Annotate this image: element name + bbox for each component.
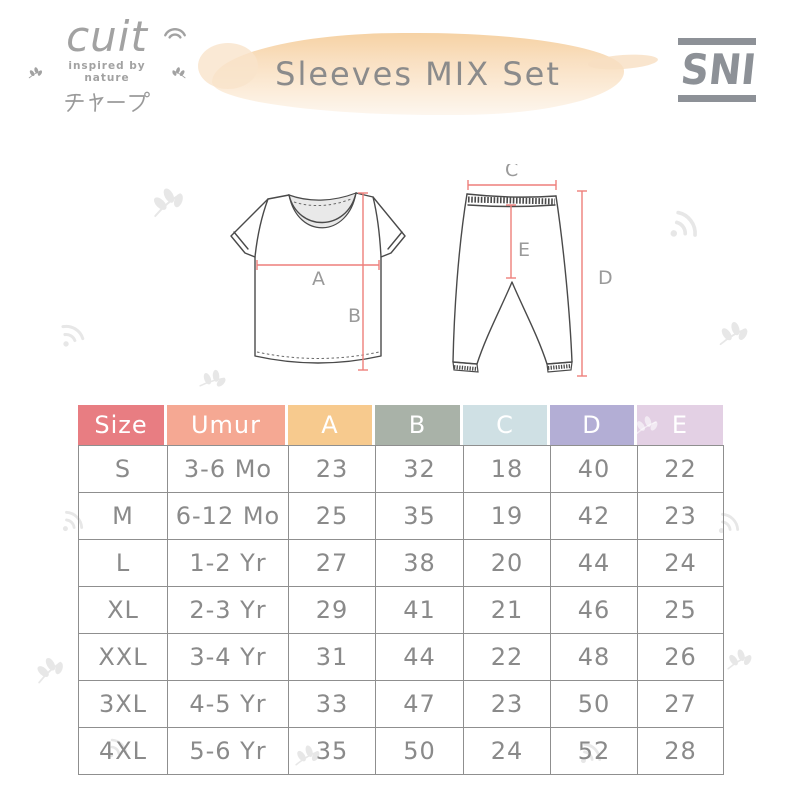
leaf-watermark-icon [197, 363, 229, 395]
table-cell-d: 42 [550, 492, 638, 540]
leaf-icon [172, 65, 186, 80]
leaf-watermark-icon [31, 651, 67, 687]
table-cell-size: XL [78, 586, 168, 634]
table-cell-d: 44 [550, 539, 638, 587]
table-row-l: L 1-2 Yr 27 38 20 44 24 [78, 539, 724, 587]
table-cell-c: 21 [463, 586, 551, 634]
column-header-d: D [550, 405, 637, 445]
table-cell-e: 25 [637, 586, 724, 634]
column-header-e: E [637, 405, 723, 445]
table-cell-b: 47 [375, 680, 464, 728]
table-cell-umur: 1-2 Yr [167, 539, 289, 587]
table-cell-c: 18 [463, 445, 551, 493]
column-header-umur: Umur [167, 405, 288, 445]
table-cell-b: 41 [375, 586, 464, 634]
table-cell-c: 22 [463, 633, 551, 681]
sni-logo: SNI [678, 38, 759, 102]
table-cell-c: 23 [463, 680, 551, 728]
table-cell-a: 29 [288, 586, 376, 634]
leaf-watermark-icon [726, 646, 752, 672]
sni-bottom-bar [678, 95, 756, 102]
shirt-diagram: A B [230, 192, 406, 371]
watercolor-brush-stroke [198, 33, 624, 115]
table-row-xl: XL 2-3 Yr 29 41 21 46 25 [78, 586, 724, 634]
table-cell-a: 25 [288, 492, 376, 540]
column-header-c: C [463, 405, 550, 445]
leaf-watermark-icon [718, 318, 748, 348]
table-cell-e: 28 [637, 727, 724, 775]
size-table: Size Umur A B C D E S 3-6 Mo 23 32 18 40 22 M 6-12 Mo 2… [78, 405, 724, 775]
table-cell-e: 23 [637, 492, 724, 540]
table-cell-b: 44 [375, 633, 464, 681]
table-cell-size: 3XL [78, 680, 168, 728]
table-cell-c: 19 [463, 492, 551, 540]
table-row-4xl: 4XL 5-6 Yr 35 50 24 52 28 [78, 727, 724, 775]
column-header-a: A [288, 405, 375, 445]
table-cell-size: S [78, 445, 168, 493]
pants-measure-e-label: E [518, 239, 530, 261]
page-title: Sleeves MIX Set [275, 55, 561, 93]
table-cell-size: XXL [78, 633, 168, 681]
shirt-measure-a-label: A [312, 268, 325, 290]
pants-diagram: C E D [452, 164, 613, 377]
table-cell-size: 4XL [78, 727, 168, 775]
table-cell-a: 27 [288, 539, 376, 587]
size-table-header-row: Size Umur A B C D E [78, 405, 723, 445]
table-cell-b: 38 [375, 539, 464, 587]
sni-top-bar [678, 38, 756, 45]
table-cell-b: 50 [375, 727, 464, 775]
table-cell-d: 48 [550, 633, 638, 681]
table-cell-umur: 2-3 Yr [167, 586, 289, 634]
table-cell-e: 22 [637, 445, 724, 493]
table-row-3xl: 3XL 4-5 Yr 33 47 23 50 27 [78, 680, 724, 728]
table-cell-a: 33 [288, 680, 376, 728]
pants-measure-c-label: C [505, 164, 518, 181]
table-cell-b: 32 [375, 445, 464, 493]
pants-measure-d-label: D [598, 267, 613, 289]
table-row-s: S 3-6 Mo 23 32 18 40 22 [78, 445, 724, 493]
brand-logo: cuit inspired by nature [28, 12, 187, 115]
size-table-body-table: S 3-6 Mo 23 32 18 40 22 M 6-12 Mo 25 35 19 42 23 L 1-2 … [78, 445, 724, 775]
table-cell-d: 50 [550, 680, 638, 728]
table-cell-size: M [78, 492, 168, 540]
column-header-b: B [375, 405, 463, 445]
table-cell-e: 26 [637, 633, 724, 681]
table-cell-umur: 3-6 Mo [167, 445, 289, 493]
table-cell-d: 40 [550, 445, 638, 493]
column-header-size: Size [78, 405, 167, 445]
table-cell-b: 35 [375, 492, 464, 540]
table-cell-umur: 6-12 Mo [167, 492, 289, 540]
table-cell-a: 23 [288, 445, 376, 493]
brand-japanese-icon [65, 91, 150, 113]
leaf-icon [28, 65, 42, 80]
table-cell-a: 35 [288, 727, 376, 775]
brand-name: cuit [66, 12, 148, 61]
signal-arcs-icon [164, 28, 187, 39]
signal-watermark-icon [666, 206, 704, 244]
leaf-watermark-icon [634, 413, 658, 437]
table-row-xxl: XXL 3-4 Yr 31 44 22 48 26 [78, 633, 724, 681]
table-row-m: M 6-12 Mo 25 35 19 42 23 [78, 492, 724, 540]
table-cell-e: 27 [637, 680, 724, 728]
signal-watermark-icon [55, 317, 89, 351]
leaf-watermark-icon [147, 181, 186, 220]
table-cell-size: L [78, 539, 168, 587]
table-cell-c: 20 [463, 539, 551, 587]
table-cell-a: 31 [288, 633, 376, 681]
sni-label: SNI [678, 45, 759, 94]
table-cell-c: 24 [463, 727, 551, 775]
shirt-measure-b-label: B [348, 305, 361, 327]
brand-tagline: inspired by nature [28, 60, 186, 84]
size-table-body: S 3-6 Mo 23 32 18 40 22 M 6-12 Mo 25 35 19 42 23 L 1-2 … [78, 445, 724, 775]
table-cell-umur: 5-6 Yr [167, 727, 289, 775]
table-cell-d: 52 [550, 727, 638, 775]
brand-tagline-text: inspired by nature [68, 60, 146, 85]
table-cell-d: 46 [550, 586, 638, 634]
title-banner: Sleeves MIX Set [198, 33, 624, 115]
table-cell-e: 24 [637, 539, 724, 587]
brand-japanese-glyphs [28, 91, 186, 115]
table-cell-umur: 4-5 Yr [167, 680, 289, 728]
table-cell-umur: 3-4 Yr [167, 633, 289, 681]
